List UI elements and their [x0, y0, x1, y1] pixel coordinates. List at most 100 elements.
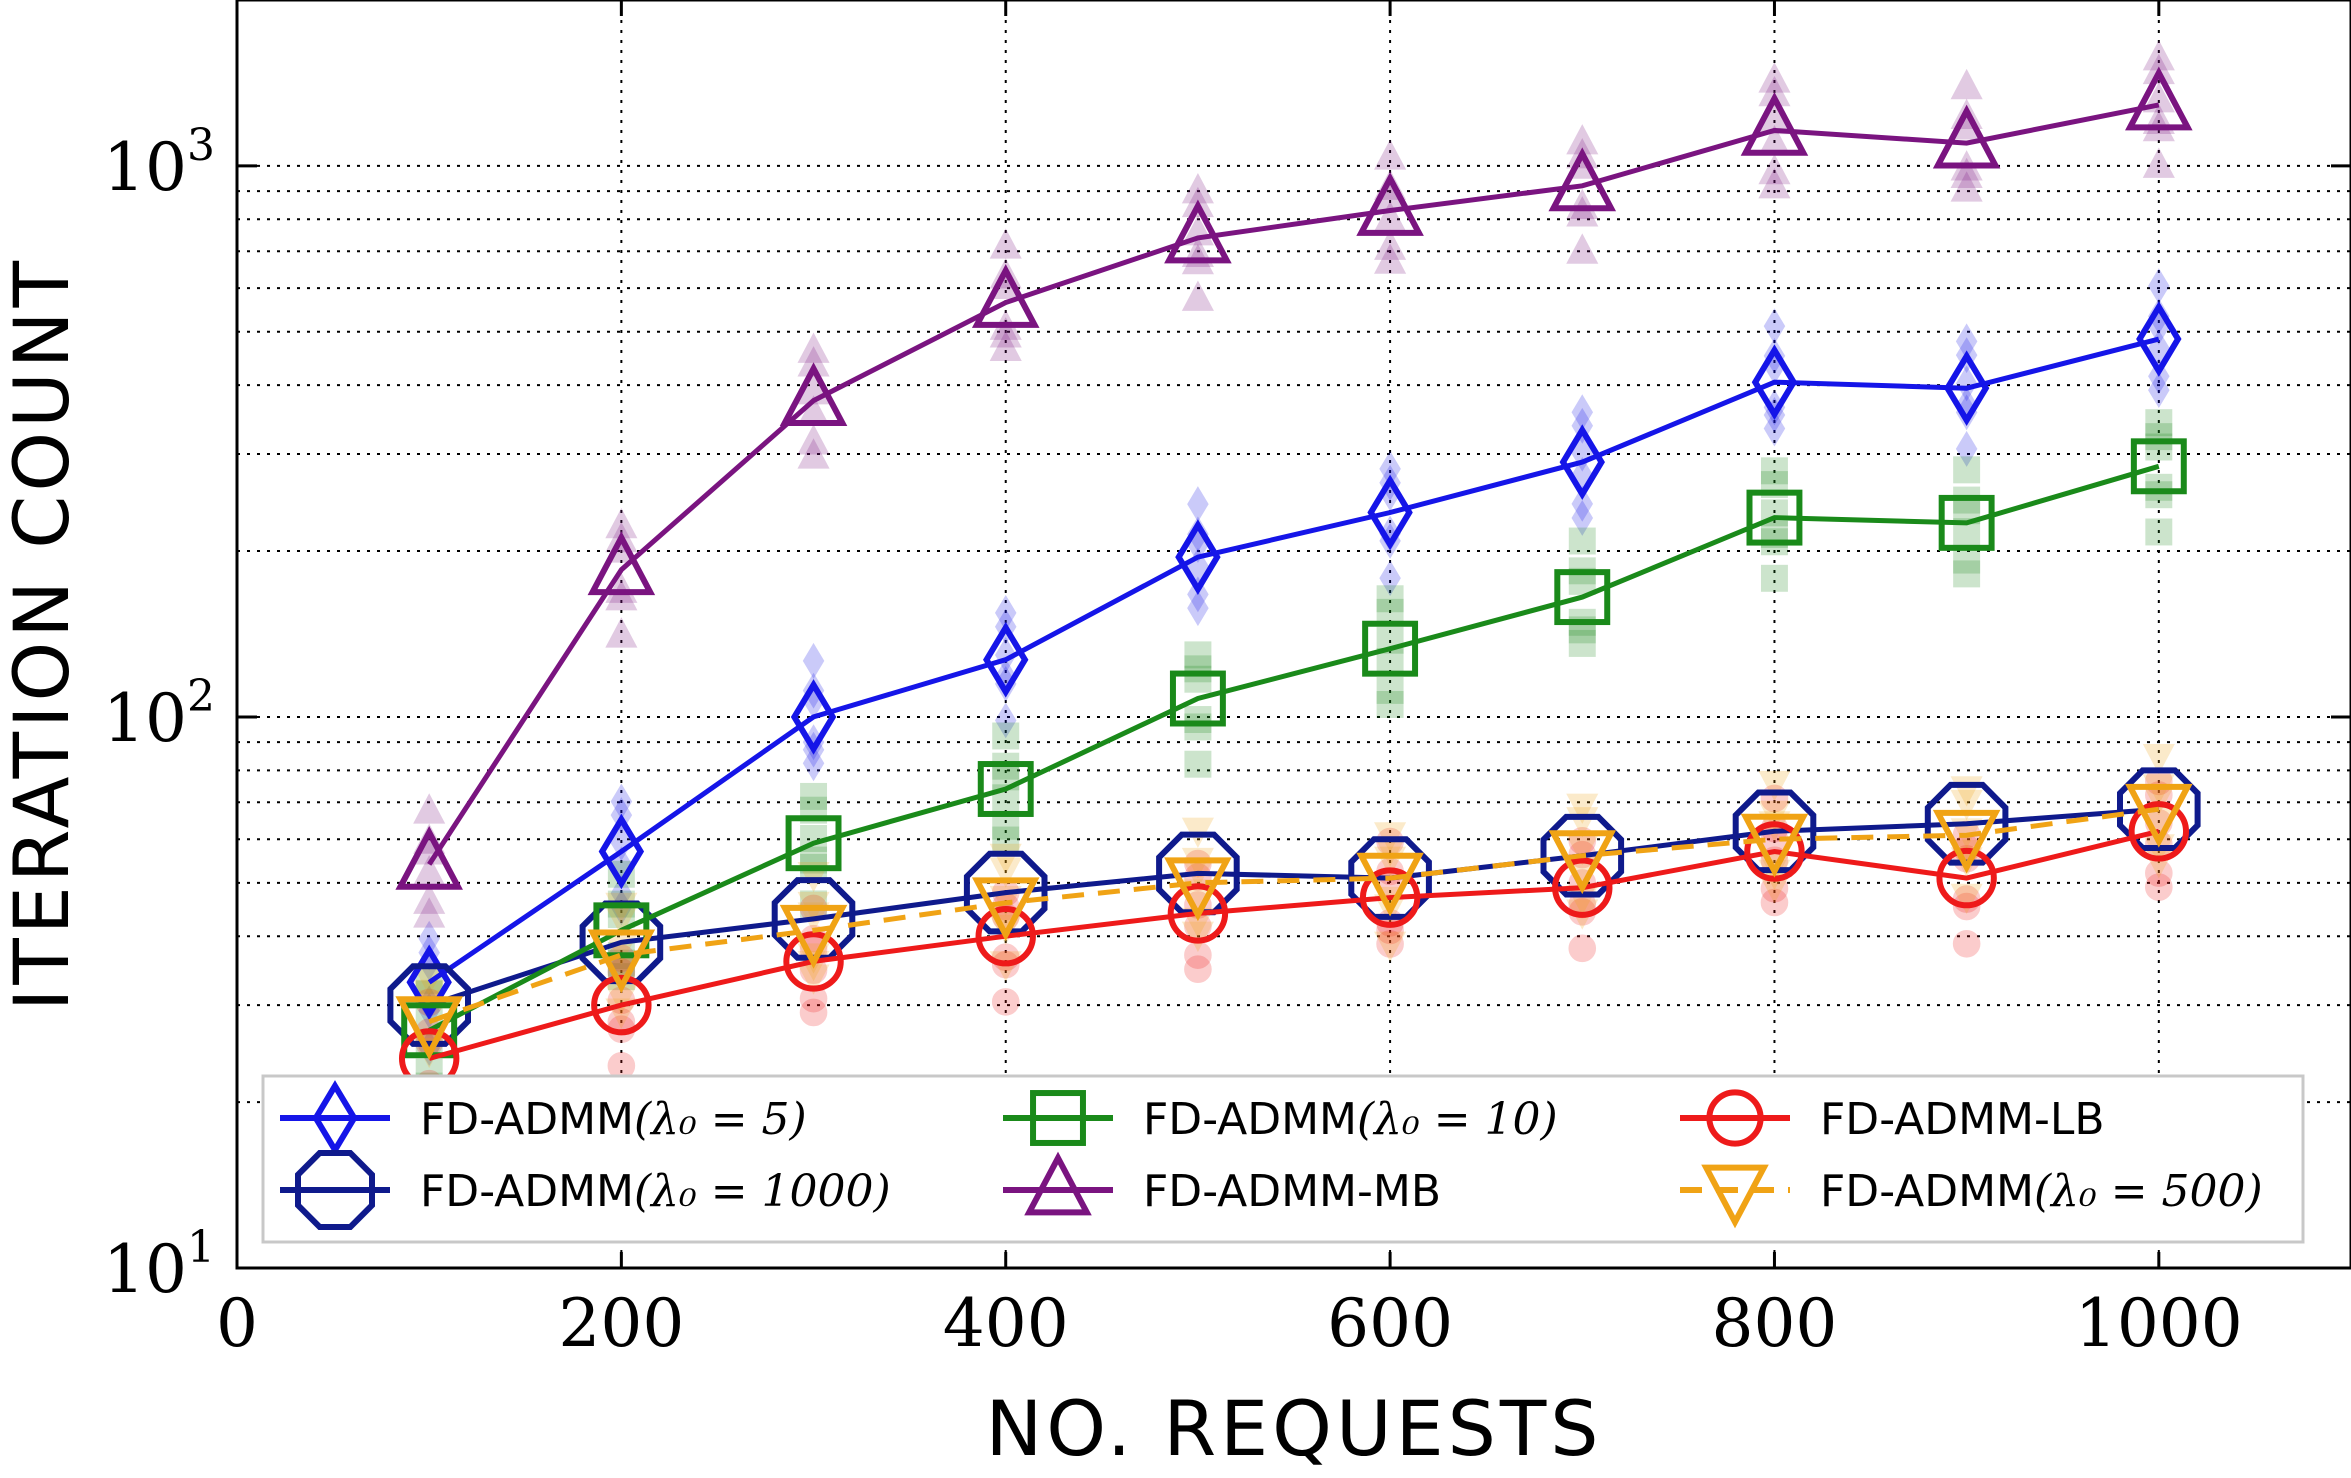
legend-marker	[1706, 1089, 1764, 1147]
x-tick-label: 800	[1711, 1285, 1837, 1362]
scatter-point	[797, 424, 830, 455]
legend-label: FD-ADMM-MB	[1143, 1166, 1441, 1217]
series-point	[783, 931, 844, 992]
legend-box	[261, 1074, 2305, 1244]
scatter-point	[2145, 518, 2173, 546]
scatter-point	[797, 346, 830, 377]
scatter-point	[415, 966, 443, 994]
scatter-point	[1181, 921, 1214, 952]
axis-ticks: 0 200 400 600 800 1000 101 102 103	[103, 0, 2351, 1362]
scatter-point	[1184, 655, 1212, 683]
series-point	[1359, 867, 1421, 928]
legend-marker	[1701, 1164, 1769, 1229]
scatter-point	[1184, 750, 1212, 778]
series-point	[1548, 147, 1617, 212]
scatter-point	[800, 782, 828, 810]
y-axis-title: ITERATION COUNT	[0, 257, 86, 1011]
scatter-point	[2142, 744, 2175, 775]
scatter-point	[2148, 298, 2170, 335]
series-point	[587, 929, 656, 994]
scatter-point	[1566, 793, 1599, 824]
scatter-point	[989, 317, 1022, 348]
series-point	[406, 944, 452, 1021]
series-point	[1746, 489, 1803, 546]
legend-marker	[1030, 1090, 1086, 1146]
scatter-point	[1763, 410, 1786, 447]
series-point	[1356, 172, 1424, 236]
scatter-point	[992, 812, 1020, 840]
series-point	[1938, 494, 1995, 551]
scatter-point	[1184, 706, 1212, 734]
scatter-point	[1571, 499, 1594, 536]
scatter-point	[1571, 435, 1594, 472]
scatter-point	[2145, 409, 2173, 437]
scatter-point	[1950, 883, 1983, 915]
x-tick-label: 0	[216, 1285, 258, 1362]
scatter-point	[1950, 157, 1983, 189]
series-point	[1367, 474, 1413, 551]
scatter-point	[1758, 75, 1791, 107]
series-point	[1548, 830, 1617, 895]
legend: FD-ADMM(λ₀ = 5) FD-ADMM(λ₀ = 10) FD-ADMM-L…	[261, 1074, 2305, 1244]
series-point	[598, 813, 645, 890]
series-point	[975, 906, 1036, 967]
scatter-point	[1571, 485, 1594, 522]
series-line	[427, 336, 2160, 985]
scatter-point	[991, 988, 1020, 1016]
series-point	[1559, 424, 1605, 500]
scatter-point	[1184, 849, 1212, 878]
scatter-point	[1181, 280, 1214, 311]
scatter-point	[1374, 229, 1407, 260]
scatter-point	[2142, 147, 2175, 178]
series-point	[1164, 199, 1232, 264]
scatter-point	[2148, 372, 2170, 409]
scatter-point	[994, 702, 1017, 739]
scatter-point	[1758, 770, 1791, 802]
scatter-point	[989, 857, 1022, 888]
series-triangle-down	[395, 783, 2193, 1061]
series-point	[1932, 809, 2001, 874]
series-point	[591, 974, 652, 1036]
scatter-point	[1950, 790, 1983, 821]
scatter-point	[1566, 233, 1599, 264]
scatter-point	[992, 722, 1020, 750]
scatter-point	[605, 617, 638, 648]
series-point	[971, 877, 1040, 942]
scatter-point	[1568, 629, 1596, 657]
scatter-point	[800, 890, 828, 918]
series-layer	[387, 66, 2201, 1089]
scatter-point	[1950, 171, 1983, 202]
x-tick-label: 200	[558, 1285, 684, 1362]
series-line	[428, 463, 2160, 1033]
series-point	[779, 362, 848, 427]
scatter-point	[2145, 423, 2173, 451]
scatter-point	[413, 793, 446, 824]
series-point	[2136, 301, 2182, 377]
y-tick-label: 103	[103, 120, 215, 206]
plot-frame	[235, 0, 2351, 1270]
legend-label: FD-ADMM(λ₀ = 10)	[1143, 1094, 1558, 1145]
series-point	[963, 850, 1048, 935]
series-point	[587, 531, 656, 596]
scatter-point	[802, 642, 825, 679]
scatter-point	[1376, 598, 1404, 626]
scatter-point	[1953, 560, 1981, 588]
series-point	[2125, 66, 2193, 131]
series-point	[1936, 847, 1997, 909]
series-point	[2128, 801, 2190, 862]
series-point	[779, 904, 848, 969]
series-line	[428, 806, 2159, 1008]
x-tick-label: 1000	[2075, 1285, 2243, 1362]
scatter-point	[1374, 931, 1407, 962]
scatter-point	[1376, 676, 1404, 704]
series-circle	[398, 801, 2190, 1089]
scatter-point	[1950, 68, 1983, 100]
legend-marker	[295, 1150, 375, 1230]
series-point	[1932, 104, 2001, 169]
series-point	[395, 996, 463, 1061]
scatter-point	[1379, 560, 1401, 597]
series-point	[1356, 852, 1424, 917]
scatter-point	[1376, 691, 1404, 718]
scatter-point	[2145, 481, 2173, 509]
